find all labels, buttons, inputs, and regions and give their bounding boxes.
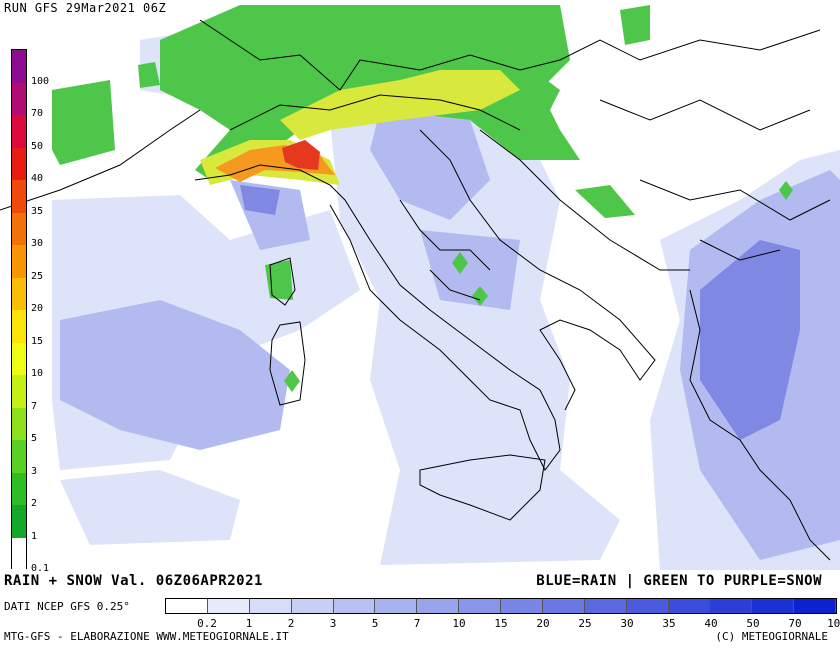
snow-scale-label: 10 bbox=[31, 368, 44, 379]
rain-scale-segment bbox=[207, 599, 250, 613]
rain-scale-segment bbox=[333, 599, 376, 613]
snow-scale-label: 1 bbox=[31, 530, 38, 542]
rain-scale-segment bbox=[668, 599, 711, 613]
snow-scale-segment bbox=[12, 310, 26, 343]
snow-scale-label: 40 bbox=[31, 173, 44, 184]
rain-scale-segment bbox=[501, 599, 543, 613]
snow-red-areas bbox=[282, 140, 320, 170]
rain-scale-label: 100 bbox=[827, 617, 840, 630]
snow-scale-label: 7 bbox=[31, 400, 38, 412]
snow-scale-segment bbox=[12, 342, 26, 375]
rain-scale-segment bbox=[752, 599, 795, 613]
rain-color-scale bbox=[165, 598, 837, 614]
copyright-text: (C) METEOGIORNALE bbox=[715, 630, 828, 643]
snow-scale-label: 50 bbox=[31, 140, 44, 152]
snow-scale-segment bbox=[12, 505, 26, 538]
rain-heavy-areas bbox=[240, 185, 800, 440]
rain-scale-segment bbox=[249, 599, 292, 613]
rain-scale-segment bbox=[459, 599, 501, 613]
rain-scale-label: 0.2 bbox=[197, 617, 217, 630]
data-source: DATI NCEP GFS 0.25° bbox=[4, 600, 130, 613]
snow-scale-label: 100 bbox=[31, 75, 50, 87]
snow-scale-segment bbox=[12, 440, 26, 473]
snow-scale-segment bbox=[12, 180, 26, 213]
snow-scale-segment bbox=[12, 245, 26, 278]
snow-scale-label: 30 bbox=[31, 238, 44, 249]
snow-scale-label: 20 bbox=[31, 303, 44, 314]
snow-scale-segment bbox=[12, 407, 26, 440]
rain-scale-label: 35 bbox=[662, 617, 676, 630]
run-title: RUN GFS 29Mar2021 06Z bbox=[4, 1, 167, 15]
snow-scale-segment bbox=[12, 212, 26, 245]
rain-scale-label: 25 bbox=[578, 617, 592, 630]
snow-scale-segment bbox=[12, 115, 26, 148]
rain-scale-segment bbox=[710, 599, 753, 613]
snow-scale-label: 5 bbox=[31, 433, 38, 444]
rain-scale-label: 70 bbox=[788, 617, 802, 630]
rain-scale-segment bbox=[375, 599, 418, 613]
rain-scale-label: 15 bbox=[494, 617, 508, 630]
snow-scale-segment bbox=[12, 537, 26, 570]
precipitation-map bbox=[0, 5, 840, 570]
rain-scale-label: 10 bbox=[452, 617, 466, 630]
snow-color-scale bbox=[11, 49, 27, 570]
rain-scale-segment bbox=[542, 599, 585, 613]
rain-scale-segment bbox=[166, 599, 208, 613]
rain-scale-label: 50 bbox=[746, 617, 760, 630]
rain-scale-segment bbox=[626, 599, 669, 613]
snow-scale-segment bbox=[12, 50, 26, 83]
rain-scale-label: 40 bbox=[704, 617, 718, 630]
snow-scale-segment bbox=[12, 82, 26, 115]
rain-scale-label: 1 bbox=[245, 617, 253, 630]
credit-text: MTG-GFS - ELABORAZIONE WWW.METEOGIORNALE… bbox=[4, 630, 289, 643]
rain-scale-label: 5 bbox=[371, 617, 379, 630]
snow-scale-label: 2 bbox=[31, 498, 38, 509]
snow-scale-segment bbox=[12, 147, 26, 180]
rain-scale-label: 7 bbox=[413, 617, 421, 630]
snow-scale-label: 3 bbox=[31, 465, 38, 477]
snow-scale-segment bbox=[12, 277, 26, 310]
snow-scale-label: 15 bbox=[31, 335, 44, 347]
snow-scale-label: 70 bbox=[31, 108, 44, 119]
legend-title: BLUE=RAIN | GREEN TO PURPLE=SNOW bbox=[536, 573, 822, 589]
snow-scale-label: 0.1 bbox=[31, 563, 50, 574]
rain-scale-segment bbox=[417, 599, 460, 613]
map-title: RAIN + SNOW Val. 06Z06APR2021 bbox=[4, 573, 263, 589]
snow-scale-segment bbox=[12, 472, 26, 505]
snow-scale-label: 25 bbox=[31, 270, 44, 282]
rain-scale-segment bbox=[584, 599, 627, 613]
rain-scale-label: 30 bbox=[620, 617, 634, 630]
rain-scale-label: 20 bbox=[536, 617, 550, 630]
rain-scale-label: 3 bbox=[329, 617, 337, 630]
rain-scale-segment bbox=[794, 599, 836, 613]
coastlines bbox=[0, 19, 831, 561]
rain-scale-label: 2 bbox=[287, 617, 295, 630]
snow-scale-label: 35 bbox=[31, 205, 44, 217]
rain-scale-segment bbox=[291, 599, 334, 613]
snow-scale-segment bbox=[12, 375, 26, 408]
